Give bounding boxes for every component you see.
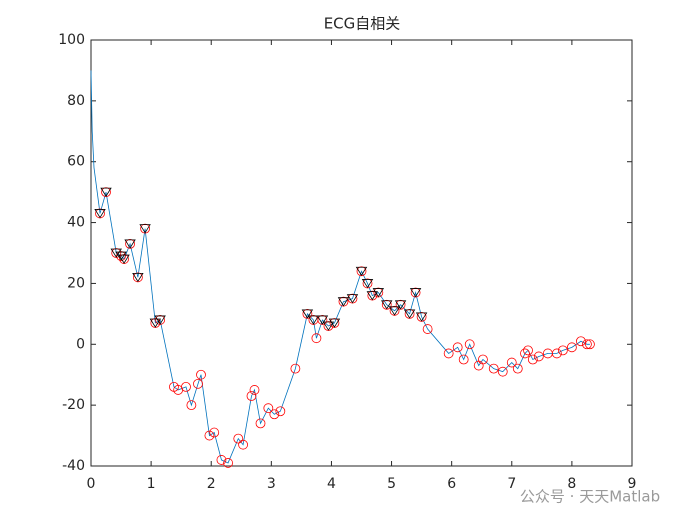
circle-marker	[311, 333, 322, 344]
triangle-marker	[361, 279, 374, 289]
circle-marker	[223, 458, 233, 468]
y-tick-label: -20	[62, 397, 85, 413]
x-tick-label: 9	[628, 476, 637, 492]
triangle-marker	[301, 309, 314, 319]
x-tick-label: 3	[267, 476, 276, 492]
triangle-marker	[94, 209, 106, 219]
y-tick-label: 40	[67, 215, 85, 231]
circle-marker	[233, 433, 244, 444]
circle-marker	[452, 342, 463, 353]
triangle-marker	[118, 254, 130, 264]
triangle-marker	[139, 224, 151, 234]
triangle-marker	[346, 294, 359, 304]
circle-marker	[488, 363, 499, 374]
x-tick-label: 6	[447, 476, 456, 492]
circle-marker	[275, 406, 286, 417]
circle-marker	[269, 409, 280, 420]
triangle-marker	[403, 309, 416, 319]
circle-marker	[255, 418, 266, 429]
circle-marker	[290, 363, 301, 374]
circle-marker	[193, 378, 203, 389]
triangle-marker	[154, 315, 166, 325]
triangle-marker	[409, 288, 422, 298]
x-tick-label: 8	[567, 476, 576, 492]
circle-marker	[557, 345, 568, 356]
triangle-marker	[307, 315, 320, 325]
triangle-marker	[100, 187, 112, 197]
triangle-marker	[316, 315, 329, 325]
circle-marker	[458, 354, 469, 365]
x-tick-label: 1	[147, 476, 156, 492]
triangle-marker	[337, 297, 350, 307]
plot-area	[90, 39, 633, 467]
circle-marker	[186, 400, 197, 411]
circle-marker	[523, 345, 533, 356]
x-tick-label: 4	[327, 476, 336, 492]
circle-marker	[422, 324, 433, 334]
triangle-marker	[115, 251, 127, 261]
circle-marker	[576, 336, 586, 347]
y-tick-label: 80	[67, 93, 85, 109]
circle-marker	[196, 369, 206, 380]
triangle-marker	[366, 291, 379, 301]
circle-marker	[533, 351, 544, 362]
triangle-marker	[394, 300, 407, 310]
circle-marker	[443, 348, 454, 359]
triangle-marker	[381, 300, 393, 310]
circle-marker	[249, 385, 260, 395]
circle-marker	[209, 427, 220, 438]
y-tick-label: 0	[76, 336, 85, 352]
circle-marker	[497, 366, 508, 377]
triangle-marker	[149, 318, 162, 328]
triangle-marker	[388, 306, 401, 316]
circle-marker	[506, 357, 517, 368]
triangle-marker	[355, 266, 368, 277]
circle-marker	[527, 354, 538, 365]
triangle-marker	[415, 312, 428, 322]
circle-marker	[204, 430, 215, 441]
chart-title: ECG自相关	[324, 15, 401, 33]
circle-marker	[238, 439, 248, 450]
triangle-marker	[132, 272, 144, 283]
circle-marker	[181, 381, 191, 392]
circle-marker	[520, 348, 530, 359]
x-tick-label: 5	[387, 476, 396, 492]
y-tick-label: -40	[62, 458, 85, 474]
circle-marker	[585, 339, 595, 350]
y-tick-label: 20	[67, 275, 85, 291]
circle-marker	[512, 363, 523, 374]
x-tick-label: 2	[207, 476, 216, 492]
x-tick-label: 0	[87, 476, 96, 492]
circle-marker	[246, 391, 257, 401]
circle-marker	[551, 348, 562, 359]
triangle-marker	[372, 288, 385, 298]
circle-marker	[263, 403, 274, 414]
triangle-marker	[322, 321, 335, 331]
x-tick-label: 7	[507, 476, 516, 492]
triangle-marker	[124, 239, 136, 249]
circle-marker	[216, 455, 227, 465]
circle-marker	[478, 354, 488, 365]
circle-marker	[582, 339, 592, 350]
circle-marker	[464, 339, 475, 350]
triangle-marker	[110, 248, 122, 258]
triangle-marker	[328, 318, 341, 328]
circle-marker	[566, 342, 577, 353]
watermark: 公众号 · 天天Matlab	[520, 488, 660, 506]
y-tick-label: 100	[58, 32, 85, 48]
y-tick-label: 60	[67, 154, 85, 170]
